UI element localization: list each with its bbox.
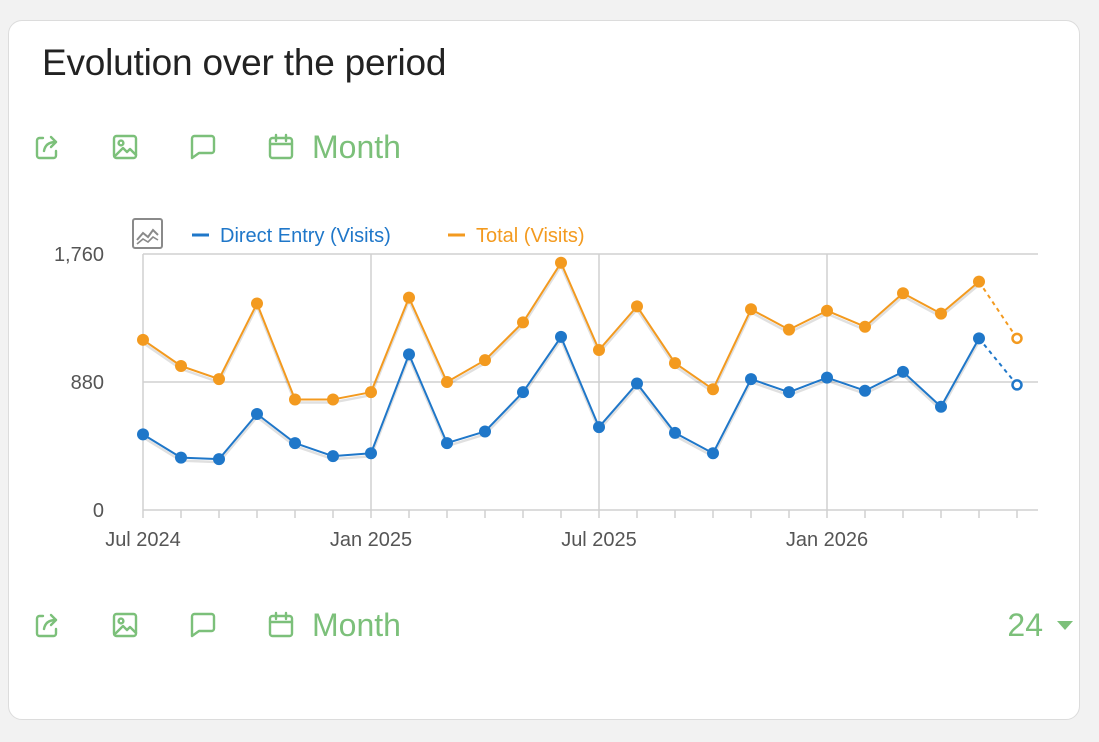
data-point — [745, 373, 757, 386]
data-point — [327, 450, 339, 463]
data-point — [783, 386, 795, 399]
x-tick-label: Jul 2025 — [561, 529, 637, 551]
data-point — [593, 421, 605, 434]
image-icon[interactable] — [108, 130, 142, 164]
data-point — [289, 393, 301, 406]
data-point — [821, 304, 833, 317]
image-icon[interactable] — [108, 608, 142, 642]
export-icon[interactable] — [30, 130, 64, 164]
widget-title: Evolution over the period — [42, 42, 447, 83]
export-icon[interactable] — [30, 608, 64, 642]
data-point — [441, 376, 453, 388]
data-point — [175, 360, 187, 372]
legend-label: Total (Visits) — [476, 225, 585, 247]
period-label: Month — [312, 128, 401, 165]
data-point — [517, 386, 529, 399]
data-point — [251, 408, 263, 420]
data-point — [403, 348, 415, 361]
comment-icon[interactable] — [186, 608, 220, 642]
row-limit-selector[interactable]: 24 — [1007, 603, 1073, 647]
data-point — [859, 320, 871, 333]
caret-down-icon — [1057, 620, 1073, 630]
data-point — [555, 330, 567, 343]
data-point — [365, 386, 377, 399]
evolution-line-chart: Direct Entry (Visits) Total (Visits) 0 880… — [54, 218, 1038, 551]
metric-picker-icon[interactable] — [132, 218, 163, 249]
chart-axes: 0 880 1,760 Jul 2024 Jan 2025 Jul 2025 Jan 202… — [54, 244, 1018, 551]
data-point — [175, 451, 187, 464]
data-point — [593, 344, 605, 356]
series-line — [142, 335, 980, 461]
data-point — [897, 287, 909, 300]
series-line-incomplete — [978, 337, 1018, 386]
data-point — [631, 300, 643, 313]
period-label: Month — [312, 606, 401, 643]
data-point — [707, 383, 719, 396]
bottom-toolbar: Month — [30, 603, 401, 647]
data-point — [555, 256, 567, 269]
y-tick-label: 880 — [71, 372, 104, 394]
x-tick-label: Jul 2024 — [105, 529, 181, 551]
data-point — [137, 333, 149, 346]
calendar-icon — [264, 608, 298, 642]
data-point — [517, 316, 529, 329]
data-point — [479, 354, 491, 367]
chart-series — [137, 256, 1023, 466]
top-toolbar: Month — [30, 125, 401, 169]
y-tick-label: 0 — [93, 500, 104, 522]
data-point — [859, 384, 871, 397]
data-point — [365, 447, 377, 460]
series-line-incomplete — [978, 281, 1018, 339]
data-point — [213, 453, 225, 466]
data-point — [441, 437, 453, 450]
period-selector[interactable]: Month — [264, 607, 401, 644]
data-point — [1011, 379, 1023, 391]
data-point — [707, 447, 719, 460]
data-point — [251, 297, 263, 310]
data-point — [745, 303, 757, 316]
data-point — [479, 425, 491, 438]
x-tick-label: Jan 2025 — [330, 529, 412, 551]
legend-label: Direct Entry (Visits) — [220, 225, 391, 247]
data-point — [137, 428, 149, 441]
data-point — [935, 400, 947, 413]
data-point — [973, 275, 985, 288]
data-point — [289, 437, 301, 450]
data-point — [1011, 332, 1023, 345]
calendar-icon — [264, 130, 298, 164]
data-point — [403, 291, 415, 304]
data-point — [897, 365, 909, 378]
data-point — [213, 373, 225, 386]
row-limit-value: 24 — [1007, 606, 1043, 643]
data-point — [783, 323, 795, 336]
period-selector[interactable]: Month — [264, 129, 401, 166]
comment-icon[interactable] — [186, 130, 220, 164]
data-point — [631, 377, 643, 390]
y-tick-label: 1,760 — [54, 244, 104, 266]
data-point — [935, 307, 947, 320]
chart-legend: Direct Entry (Visits) Total (Visits) — [192, 225, 585, 247]
data-point — [669, 426, 681, 439]
data-point — [669, 357, 681, 370]
series-shadow — [142, 338, 981, 464]
data-point — [821, 371, 833, 384]
x-tick-label: Jan 2026 — [786, 529, 868, 551]
data-point — [327, 393, 339, 406]
data-point — [973, 332, 985, 345]
